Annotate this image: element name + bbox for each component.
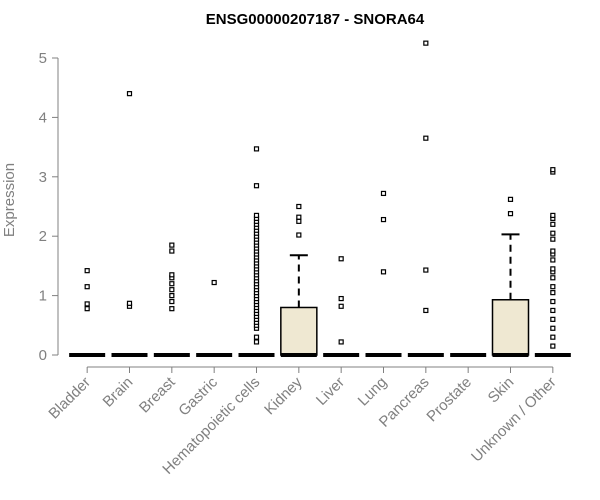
box-group: [491, 196, 530, 357]
outlier-point: [169, 248, 175, 254]
outlier-point: [84, 284, 90, 290]
outlier-point: [380, 269, 387, 275]
outlier-point: [550, 266, 556, 272]
outlier-point: [550, 290, 556, 296]
box-group: [153, 242, 190, 357]
box-group: [238, 146, 275, 357]
outlier-point: [338, 303, 344, 309]
outlier-point: [550, 212, 556, 219]
chart-title: ENSG00000207187 - SNORA64: [206, 11, 425, 28]
box-group: [196, 279, 233, 357]
x-tick-label: Kidney: [261, 373, 306, 418]
outlier-point: [84, 306, 90, 312]
outlier-point: [253, 339, 260, 345]
x-tick-label: Breast: [136, 373, 179, 416]
box-body: [491, 299, 530, 356]
outlier-point: [550, 307, 556, 314]
outlier-point: [126, 300, 133, 306]
outlier-point: [550, 316, 556, 322]
outlier-point: [338, 256, 344, 262]
outlier-point: [550, 284, 556, 290]
y-tick-label: 0: [39, 347, 47, 364]
outlier-point: [380, 190, 387, 197]
y-tick-label: 3: [39, 169, 47, 186]
outlier-point: [84, 301, 90, 307]
x-tick-label: Prostate: [423, 374, 475, 426]
outlier-point: [253, 183, 260, 189]
outlier-point: [550, 248, 556, 254]
y-tick-label: 1: [39, 288, 47, 305]
outlier-point: [296, 232, 302, 238]
box-group: [280, 203, 318, 357]
box-body: [280, 306, 318, 356]
y-axis-label: Expression: [1, 163, 18, 237]
outlier-point: [338, 295, 344, 302]
outlier-point: [550, 298, 556, 305]
y-axis: 0 1 2 3 4 5: [39, 50, 59, 364]
outlier-point: [169, 306, 175, 312]
box-group: [365, 190, 402, 357]
outlier-point: [550, 230, 556, 236]
outlier-point: [296, 214, 302, 220]
box-group: [323, 256, 360, 357]
outlier-point: [550, 257, 556, 263]
box-group: [534, 167, 571, 357]
outlier-point: [169, 272, 175, 278]
outlier-point: [296, 218, 302, 224]
outlier-point: [211, 279, 217, 286]
outlier-point: [169, 293, 175, 299]
outlier-point: [550, 325, 556, 331]
outlier-point: [550, 275, 556, 281]
x-tick-label: Bladder: [45, 374, 94, 423]
box-group: [407, 40, 444, 357]
outlier-point: [550, 334, 556, 340]
outlier-point: [84, 268, 90, 274]
outlier-point: [550, 343, 556, 349]
box-group: [111, 91, 148, 357]
outlier-point: [169, 298, 175, 305]
x-tick-label: Skin: [485, 374, 518, 407]
outlier-point: [296, 203, 302, 210]
x-tick-label: Liver: [313, 374, 348, 409]
outlier-point: [423, 307, 429, 314]
outlier-point: [126, 91, 133, 97]
outlier-point: [507, 196, 514, 202]
outlier-point: [253, 146, 260, 152]
outlier-point: [550, 221, 556, 227]
outlier-point: [550, 167, 556, 173]
outlier-point: [507, 211, 514, 217]
outlier-point: [338, 339, 344, 345]
outlier-point: [423, 40, 429, 46]
boxplots: [69, 40, 571, 357]
outlier-point: [550, 236, 556, 242]
y-tick-label: 2: [39, 228, 47, 245]
y-tick-label: 5: [39, 50, 47, 67]
outlier-point: [169, 242, 175, 248]
outlier-point: [253, 212, 260, 219]
outlier-point: [253, 334, 260, 340]
x-tick-label: Lung: [355, 374, 391, 410]
x-tick-label: Brain: [100, 374, 137, 411]
outlier-point: [423, 267, 429, 273]
box-group: [69, 268, 106, 357]
y-tick-label: 4: [39, 109, 47, 126]
outlier-point: [169, 281, 175, 287]
outlier-point: [169, 287, 175, 293]
outlier-point: [423, 135, 429, 141]
outlier-point: [380, 216, 387, 223]
